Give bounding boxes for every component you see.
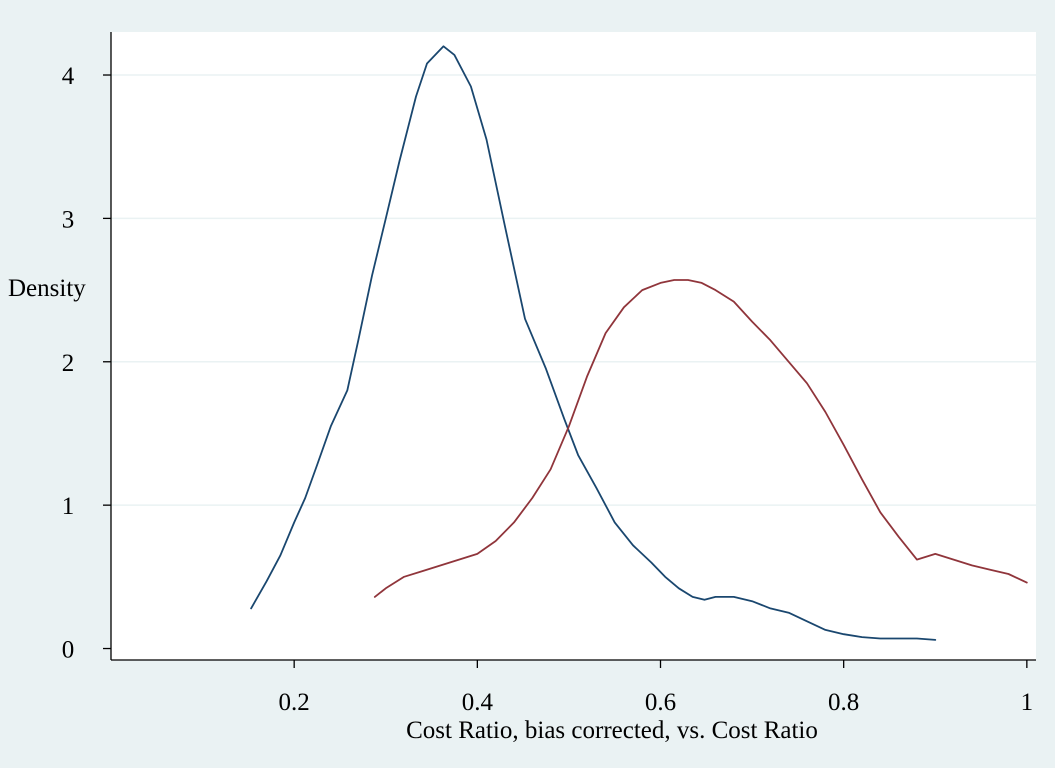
series-line-2 (373, 279, 1028, 598)
y-tick-label: 0 (62, 637, 75, 664)
series-line-1 (250, 45, 937, 641)
x-ticks: 0.2 0.4 0.6 0.8 1 (279, 660, 1034, 716)
x-tick-label: 0.6 (645, 689, 676, 716)
y-tick-label: 1 (62, 493, 75, 520)
x-tick-label: 1 (1021, 689, 1034, 716)
axes (110, 32, 1036, 661)
y-tick-label: 3 (62, 206, 75, 233)
y-axis-label: Density (8, 275, 86, 302)
x-tick-label: 0.2 (279, 689, 310, 716)
x-tick-label: 0.8 (828, 689, 859, 716)
plot-area (111, 32, 1036, 660)
x-tick-label: 0.4 (462, 689, 494, 716)
y-ticks: 0 1 2 3 4 (62, 63, 111, 664)
x-axis-label: Cost Ratio, bias corrected, vs. Cost Rat… (406, 717, 818, 744)
y-tick-label: 4 (62, 63, 75, 90)
grid-lines (111, 74, 1036, 506)
y-tick-label: 2 (62, 350, 75, 377)
series-lines (250, 45, 1028, 641)
